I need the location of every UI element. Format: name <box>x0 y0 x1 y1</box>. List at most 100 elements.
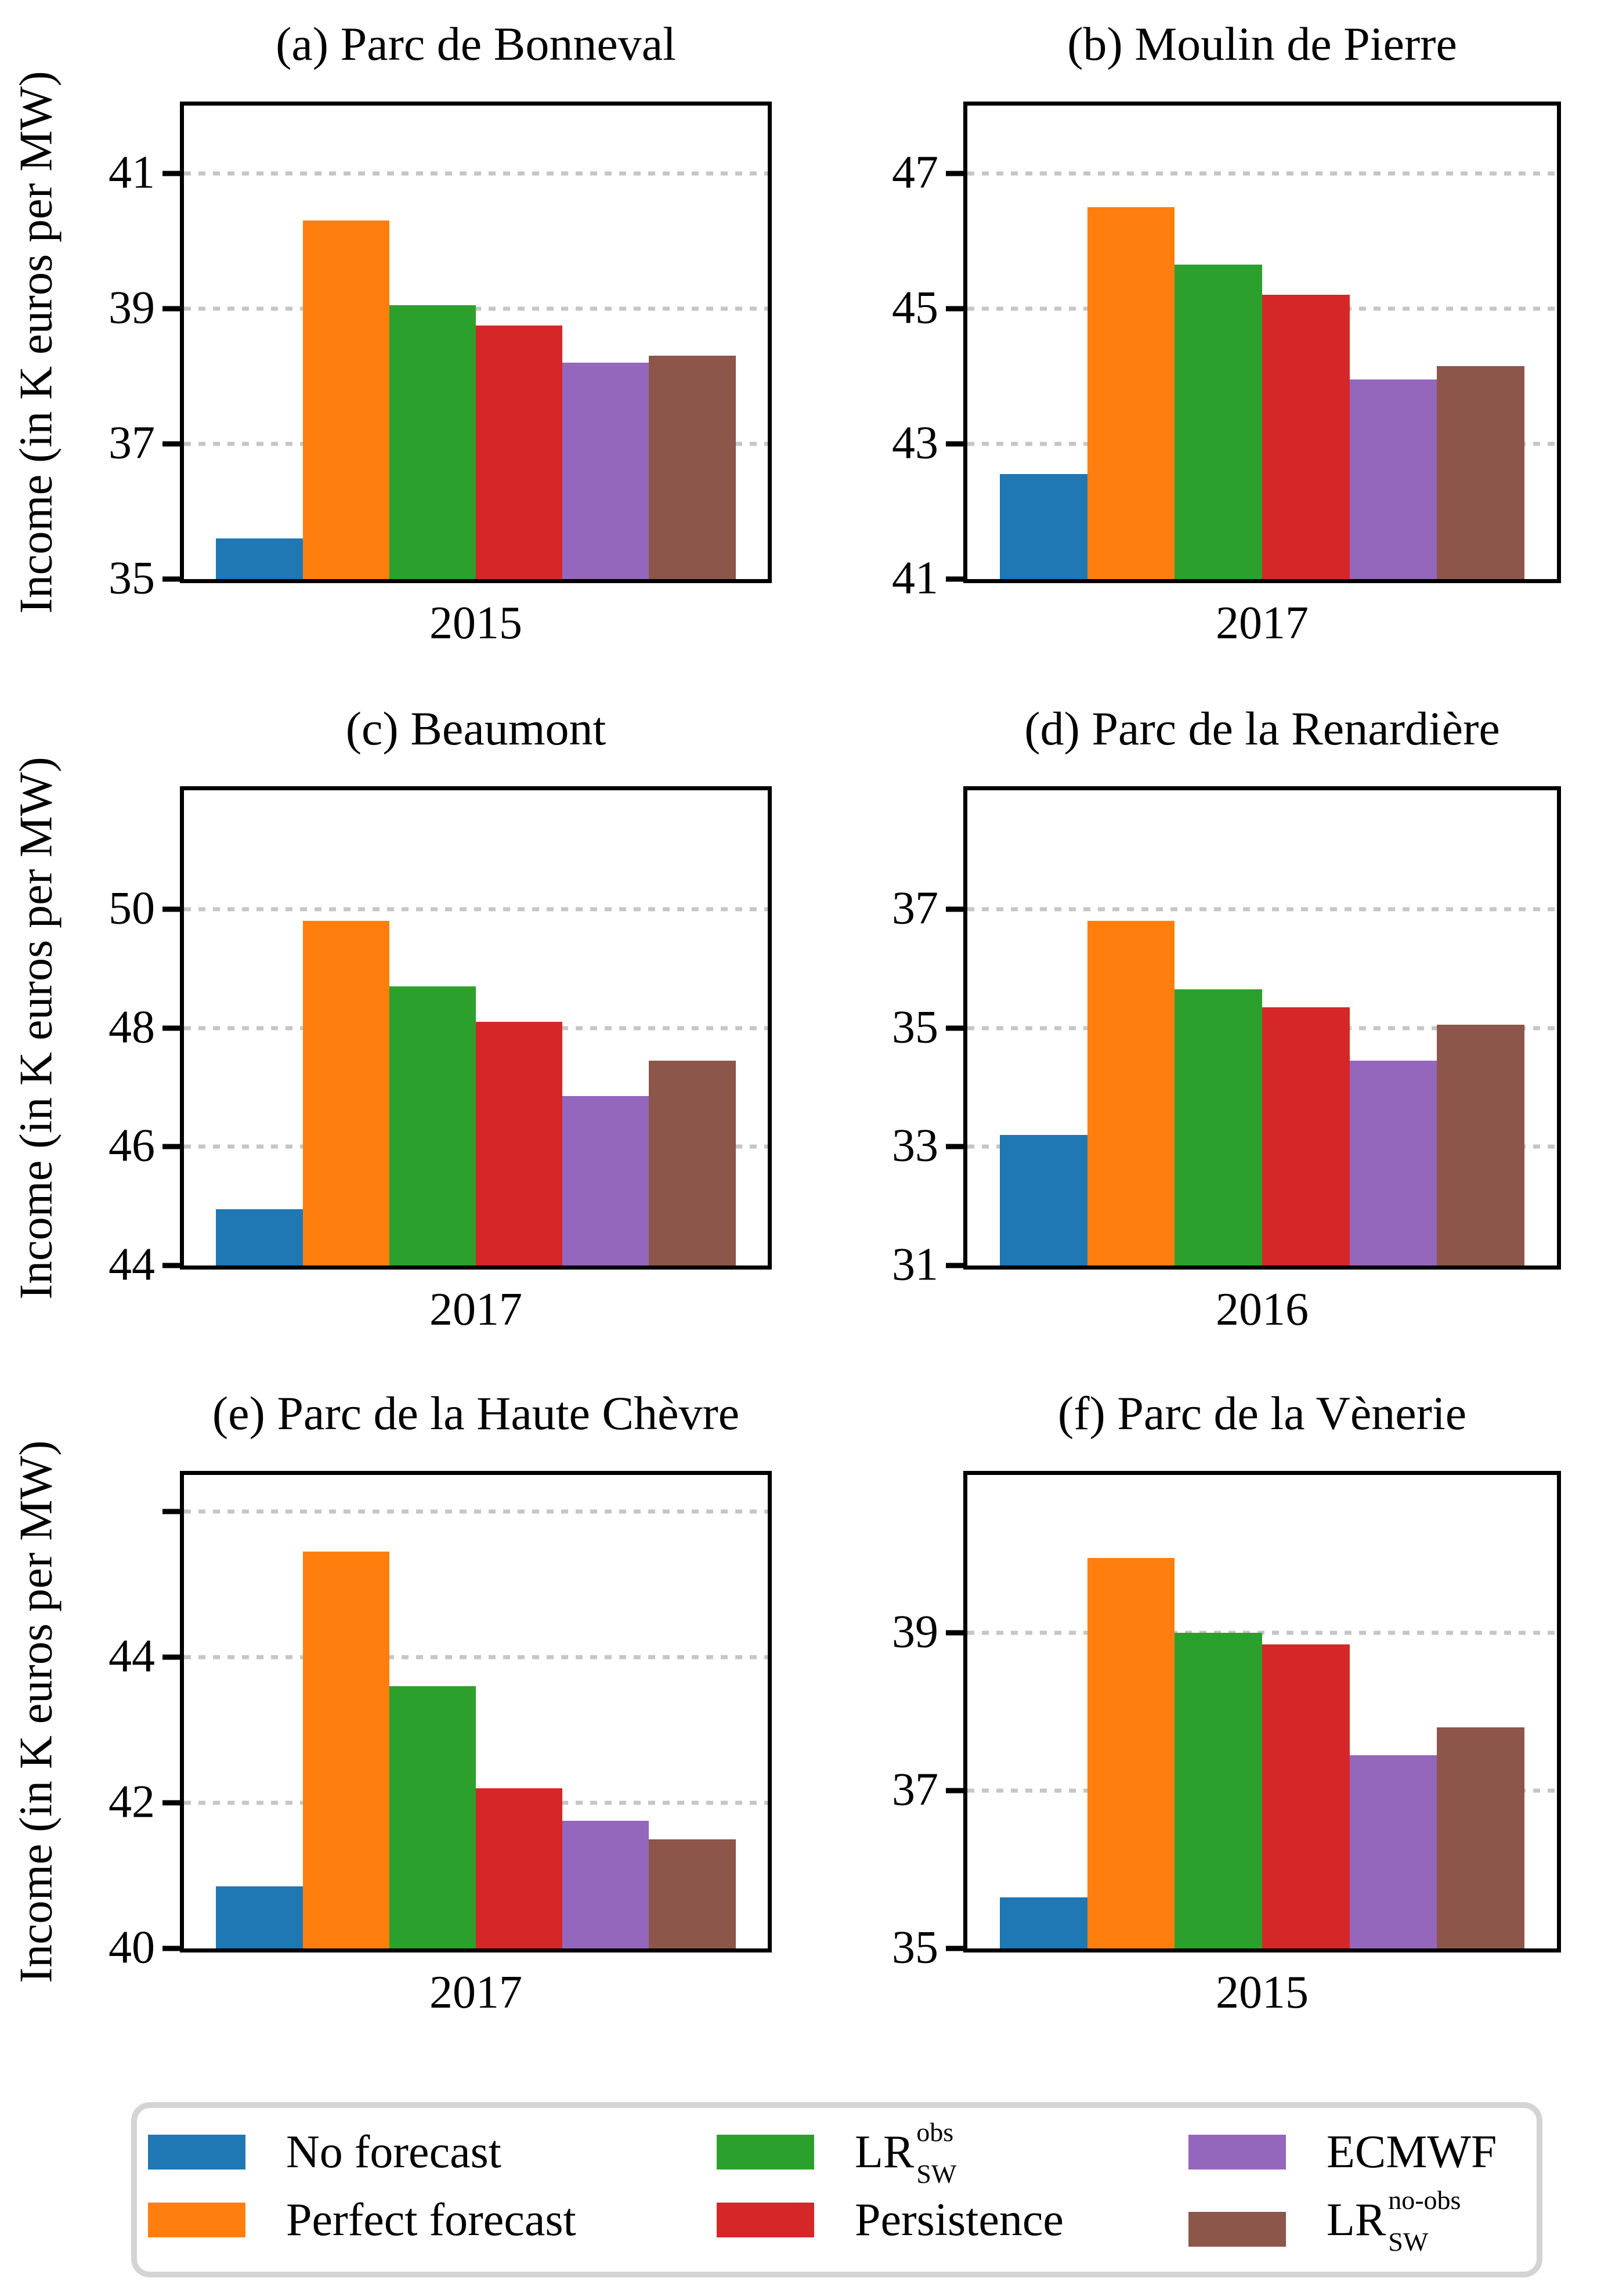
panel-parc-de-bonneval: (a) Parc de Bonneval Income (in K euros … <box>11 17 772 649</box>
y-tick-mark-31 <box>946 1263 963 1268</box>
legend-label: Perfect forecast <box>286 2194 576 2246</box>
x-tick-label: 2017 <box>1216 598 1309 649</box>
x-tick-label: 2015 <box>1216 1967 1309 2018</box>
y-tick-mark-46 <box>162 1509 180 1514</box>
legend-entry-ecmwf: ECMWF <box>1188 2117 1497 2187</box>
bar-persistence <box>1262 295 1350 579</box>
y-tick-mark-43 <box>946 441 963 447</box>
panel-title: (e) Parc de la Haute Chèvre <box>212 1387 740 1440</box>
y-tick-label-31: 31 <box>892 1239 938 1290</box>
bar-ecmwf <box>1349 1060 1437 1265</box>
legend-label-sub: SW <box>916 2159 957 2189</box>
gridline-y-39 <box>184 306 768 311</box>
bar-ecmwf <box>562 362 649 579</box>
y-tick-label-35: 35 <box>892 1001 938 1053</box>
x-tick-label: 2017 <box>429 1967 522 2018</box>
bar-lr-sw-obs <box>1175 989 1262 1265</box>
legend-box: No forecast Perfect forecast LR obs SW P… <box>131 2102 1542 2277</box>
plot-area: 41 43 45 47 <box>892 102 1561 601</box>
bar-no-forecast <box>999 474 1087 579</box>
legend-swatch-ecmwf <box>1188 2135 1286 2170</box>
bar-lr-sw-no-obs <box>1437 366 1525 579</box>
y-tick-label-37: 37 <box>892 1764 938 1816</box>
panel-title: (d) Parc de la Renardière <box>1024 702 1500 755</box>
y-tick-mark-45 <box>946 306 963 312</box>
gridline-y-41 <box>184 171 768 176</box>
gridline-y-37 <box>967 907 1557 912</box>
y-axis-label: Income (in K euros per MW) <box>10 756 62 1300</box>
y-tick-mark-44 <box>162 1654 180 1660</box>
plot-area: 31 33 35 37 <box>892 786 1561 1288</box>
panel-title: (a) Parc de Bonneval <box>276 17 676 70</box>
legend-label: LR obs SW <box>855 2117 957 2189</box>
bar-lr-sw-obs <box>1175 264 1262 579</box>
y-tick-mark-37 <box>946 1788 963 1794</box>
y-tick-mark-35 <box>946 1946 963 1951</box>
y-tick-mark-50 <box>162 906 180 912</box>
legend-label-sub: SW <box>1388 2227 1429 2257</box>
bar-lr-sw-obs <box>389 986 476 1265</box>
x-tick-label: 2017 <box>429 1284 522 1335</box>
y-tick-mark-39 <box>946 1630 963 1636</box>
panel-title: (c) Beaumont <box>345 702 606 755</box>
panel-parc-de-la-renardiere: (d) Parc de la Renardière 31 33 35 37 2016 <box>892 702 1561 1335</box>
y-tick-label-33: 33 <box>892 1120 938 1171</box>
y-tick-label-37: 37 <box>892 883 938 934</box>
legend-label-scripts: no-obs SW <box>1388 2187 1461 2255</box>
plot-area: 40 42 44 <box>109 1471 772 1970</box>
y-tick-mark-35 <box>162 576 180 582</box>
y-tick-mark-47 <box>946 171 963 176</box>
legend-label: No forecast <box>286 2127 501 2178</box>
y-tick-label-44: 44 <box>109 1630 155 1682</box>
bar-ecmwf <box>562 1096 649 1265</box>
gridline-y-46 <box>184 1509 768 1514</box>
bar-lr-sw-no-obs <box>1437 1025 1525 1265</box>
y-tick-mark-40 <box>162 1946 180 1951</box>
y-tick-label-48: 48 <box>109 1001 155 1053</box>
bar-perfect-forecast <box>1087 921 1175 1265</box>
y-tick-label-39: 39 <box>892 1606 938 1658</box>
y-tick-label-41: 41 <box>109 146 155 198</box>
legend-entry-perfect-forecast: Perfect forecast <box>148 2185 576 2255</box>
y-tick-label-35: 35 <box>892 1922 938 1973</box>
y-tick-label-46: 46 <box>109 1120 155 1171</box>
y-tick-label-40: 40 <box>109 1922 155 1973</box>
gridline-y-39 <box>967 1630 1557 1635</box>
y-tick-label-47: 47 <box>892 146 938 198</box>
legend-label: LR no-obs SW <box>1327 2186 1461 2255</box>
y-tick-mark-48 <box>162 1025 180 1031</box>
plot-area: 35 37 39 41 <box>109 102 772 601</box>
legend-swatch-no-forecast <box>148 2135 245 2170</box>
legend-label-sup: obs <box>916 2117 954 2147</box>
bar-lr-sw-obs <box>1175 1633 1262 1948</box>
legend-entry-lr-sw-obs: LR obs SW <box>717 2117 956 2187</box>
y-tick-label-41: 41 <box>892 552 938 604</box>
bar-lr-sw-obs <box>389 1686 476 1948</box>
bar-no-forecast <box>999 1134 1087 1265</box>
y-tick-mark-44 <box>162 1263 180 1268</box>
legend-entry-lr-sw-no-obs: LR no-obs SW <box>1188 2185 1461 2255</box>
y-tick-mark-41 <box>162 171 180 176</box>
bar-lr-sw-no-obs <box>649 1060 736 1265</box>
gridline-y-50 <box>184 907 768 912</box>
bar-perfect-forecast <box>302 1551 389 1948</box>
y-tick-label-35: 35 <box>109 552 155 604</box>
y-axis-label: Income (in K euros per MW) <box>10 71 62 614</box>
panel-beaumont: (c) Beaumont Income (in K euros per MW) … <box>11 702 772 1335</box>
legend-label-base: LR <box>1327 2194 1386 2246</box>
legend-entry-no-forecast: No forecast <box>148 2117 501 2187</box>
y-tick-mark-41 <box>946 576 963 582</box>
gridline-y-47 <box>967 171 1557 176</box>
panel-title: (f) Parc de la Vènerie <box>1057 1387 1467 1440</box>
bar-ecmwf <box>562 1821 649 1948</box>
bar-lr-sw-no-obs <box>1437 1727 1525 1948</box>
y-tick-label-43: 43 <box>892 417 938 469</box>
y-tick-mark-35 <box>946 1025 963 1031</box>
y-axis-label: Income (in K euros per MW) <box>10 1440 62 1983</box>
panel-parc-de-la-haute-chevre: (e) Parc de la Haute Chèvre Income (in K… <box>11 1387 772 2018</box>
y-tick-label-39: 39 <box>109 282 155 334</box>
bar-persistence <box>1262 1007 1350 1265</box>
bar-no-forecast <box>216 1886 303 1948</box>
y-tick-mark-42 <box>162 1800 180 1806</box>
